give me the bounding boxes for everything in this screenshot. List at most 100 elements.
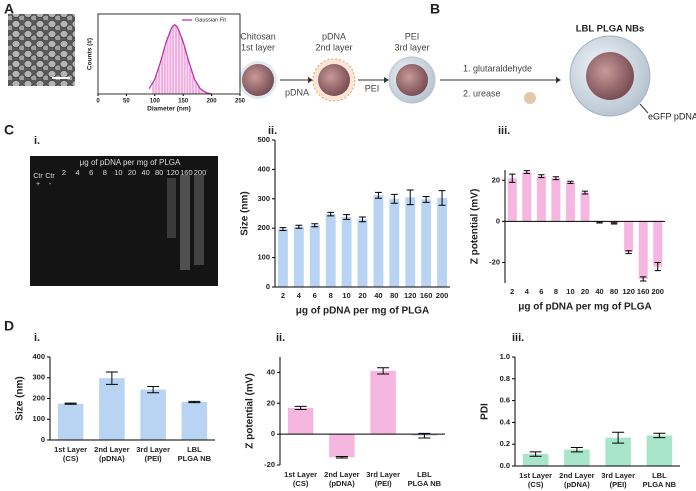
step-name: PEI bbox=[405, 31, 420, 41]
x-tick-label: 1st Layer bbox=[54, 445, 87, 454]
bar bbox=[325, 214, 336, 287]
error-bar bbox=[311, 223, 319, 228]
error-bar bbox=[422, 195, 430, 203]
y-tick-label: 0.6 bbox=[500, 396, 510, 405]
x-tick-label: 10 bbox=[342, 291, 350, 300]
panel-label: D bbox=[4, 318, 14, 334]
x-axis-label: μg of pDNA per mg of PLGA bbox=[296, 306, 430, 317]
y-tick-label: -20 bbox=[264, 460, 275, 469]
y-tick-label: 400 bbox=[32, 352, 45, 361]
y-tick-label: 20 bbox=[492, 175, 500, 184]
gel-control-label: - bbox=[49, 181, 52, 188]
y-tick-label: 0.0 bbox=[500, 461, 510, 470]
scheme: Chitosan 1st layer pDNA 2nd layer PEI 3r… bbox=[239, 24, 696, 121]
bar bbox=[278, 229, 288, 287]
x-tick-label: 20 bbox=[581, 287, 589, 296]
y-tick-label: 0.2 bbox=[500, 439, 510, 448]
bar bbox=[421, 199, 432, 287]
x-tick-label: 2nd Layer bbox=[94, 445, 130, 454]
x-tick-label: (pDNA) bbox=[564, 480, 590, 489]
bar bbox=[638, 221, 648, 279]
x-tick-label: 3rd Layer bbox=[601, 471, 635, 480]
subpanel-label: iii. bbox=[512, 332, 524, 344]
x-tick-label: 4 bbox=[525, 287, 530, 296]
x-tick-label: 8 bbox=[554, 287, 558, 296]
bar bbox=[565, 182, 575, 222]
subpanel-label: i. bbox=[34, 135, 40, 147]
treatment: 1. glutaraldehyde bbox=[463, 63, 532, 73]
bar bbox=[287, 407, 314, 435]
gel-lane-label: 120 bbox=[167, 168, 180, 177]
bar bbox=[181, 402, 208, 440]
step-name: pDNA bbox=[322, 31, 346, 41]
x-axis-label: Diameter (nm) bbox=[147, 106, 191, 113]
gel-lane-label: 200 bbox=[194, 168, 207, 177]
error-bar bbox=[105, 371, 118, 385]
x-tick-label: 6 bbox=[539, 287, 543, 296]
x-tick-label: 4 bbox=[297, 291, 302, 300]
bar bbox=[653, 221, 663, 267]
y-tick-label: 0 bbox=[41, 435, 45, 444]
bar bbox=[522, 172, 532, 222]
bar bbox=[646, 435, 673, 466]
y-tick-label: 300 bbox=[257, 194, 270, 203]
bar bbox=[57, 403, 84, 440]
arrowhead bbox=[384, 77, 389, 83]
bar bbox=[389, 198, 400, 287]
x-tick-label: 2nd Layer bbox=[559, 471, 595, 480]
x-tick-label: 8 bbox=[329, 291, 333, 300]
fit-curve bbox=[148, 23, 212, 95]
gel-lane-label: 160 bbox=[180, 168, 193, 177]
x-tick-label: 50 bbox=[123, 99, 130, 105]
step-layer: 3rd layer bbox=[394, 42, 429, 52]
x-tick-label: 3rd Layer bbox=[366, 470, 400, 479]
x-tick-label: (pDNA) bbox=[99, 454, 125, 463]
bar bbox=[357, 219, 368, 287]
gel-lane-label: 6 bbox=[89, 168, 93, 177]
subpanel-label: ii. bbox=[268, 125, 277, 137]
error-bar bbox=[147, 385, 160, 394]
x-tick-label: 120 bbox=[622, 287, 635, 296]
bar bbox=[564, 449, 590, 466]
y-tick-label: 400 bbox=[257, 164, 270, 173]
error-bar bbox=[377, 367, 390, 375]
bar bbox=[329, 434, 355, 458]
gel-lane-label: 2 bbox=[62, 168, 66, 177]
error-bar bbox=[596, 221, 603, 224]
x-tick-label: 10 bbox=[566, 287, 574, 296]
x-tick-label: 160 bbox=[637, 287, 650, 296]
product-title: LBL PLGA NBs bbox=[576, 24, 645, 35]
panel-label: A bbox=[4, 1, 14, 17]
error-bar bbox=[570, 446, 583, 453]
subpanel-label: iii. bbox=[498, 125, 510, 137]
x-tick-label: 100 bbox=[150, 99, 161, 105]
pointer bbox=[639, 103, 649, 114]
gel-lane-label: 40 bbox=[141, 168, 149, 177]
x-tick-label: 80 bbox=[610, 287, 618, 296]
error-bar bbox=[335, 456, 348, 459]
y-tick-label: 40 bbox=[267, 367, 275, 376]
x-tick-label: 6 bbox=[313, 291, 317, 300]
histogram-bar bbox=[177, 29, 181, 95]
error-bar bbox=[640, 276, 647, 282]
x-tick-label: 80 bbox=[390, 291, 398, 300]
bar bbox=[536, 176, 546, 222]
y-axis-label: Z potential (mV) bbox=[470, 189, 481, 265]
bar bbox=[293, 226, 304, 287]
error-bar bbox=[653, 432, 666, 439]
error-bar bbox=[390, 193, 398, 204]
y-tick-label: 20 bbox=[267, 398, 275, 407]
x-tick-label: LBL bbox=[187, 445, 202, 454]
error-bar bbox=[343, 214, 351, 220]
error-bar bbox=[374, 191, 382, 199]
x-tick-label: (PEI) bbox=[375, 479, 393, 488]
histogram-bar bbox=[182, 47, 187, 95]
step-layer: 2nd layer bbox=[315, 42, 352, 52]
x-tick-label: PLGA NB bbox=[178, 454, 212, 463]
bar bbox=[140, 389, 166, 440]
error-bar bbox=[612, 431, 625, 444]
y-tick-label: 200 bbox=[257, 223, 270, 232]
nanobubble-core bbox=[586, 52, 634, 100]
gel-lane-label: 10 bbox=[114, 168, 122, 177]
